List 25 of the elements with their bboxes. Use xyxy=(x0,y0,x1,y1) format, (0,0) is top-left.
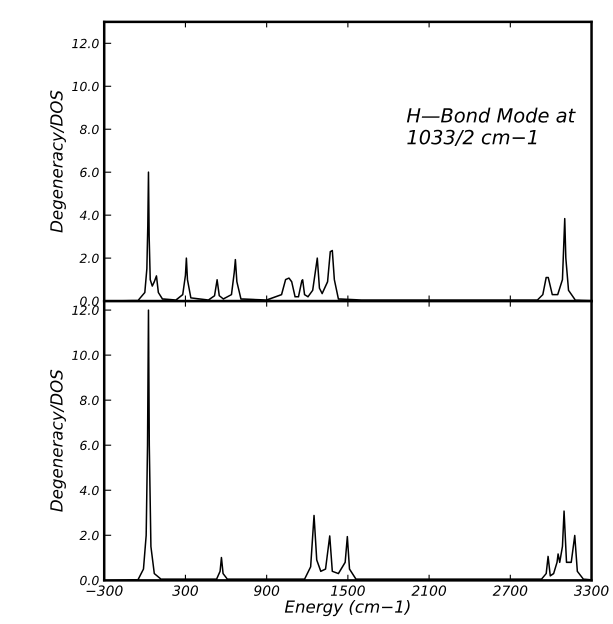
x-tick-label: 2700 xyxy=(492,585,528,596)
annotation: H—Bond Mode at 1033/2 cm−1 xyxy=(406,108,576,146)
y-axis-title: Degeneracy/DOS xyxy=(50,90,66,233)
y-tick-label: 4.0 xyxy=(80,486,99,496)
y-axis-title: Degeneracy/DOS xyxy=(50,370,66,512)
x-tick-label: 900 xyxy=(254,585,280,596)
y-tick-label: 10.0 xyxy=(72,350,99,360)
y-tick-label: 12.0 xyxy=(72,38,99,48)
x-tick-label: 3300 xyxy=(574,585,609,596)
y-tick-label: 12.0 xyxy=(72,306,99,316)
y-tick-label: 2.0 xyxy=(80,254,99,264)
y-tick-label: 6.0 xyxy=(80,168,99,178)
y-tick-label: 4.0 xyxy=(80,210,99,220)
x-tick-label: −300 xyxy=(86,585,123,596)
y-tick-label: 6.0 xyxy=(80,440,99,450)
y-tick-label: 10.0 xyxy=(72,82,99,92)
x-axis-title: Energy (cm−1) xyxy=(284,600,410,616)
x-tick-label: 2100 xyxy=(411,585,446,596)
x-tick-label: 300 xyxy=(172,585,198,596)
y-tick-label: 8.0 xyxy=(80,124,99,134)
x-tick-label: 1500 xyxy=(330,585,365,596)
y-tick-label: 0.0 xyxy=(80,576,99,586)
y-tick-label: 0.0 xyxy=(80,296,99,306)
y-tick-label: 2.0 xyxy=(80,530,99,540)
y-tick-label: 8.0 xyxy=(80,396,99,406)
